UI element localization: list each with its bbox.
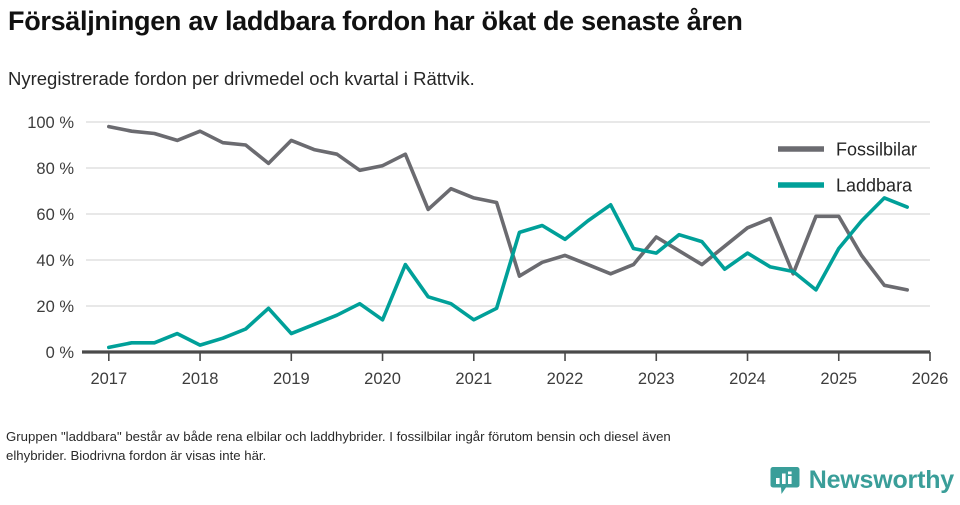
page-title: Försäljningen av laddbara fordon har öka…: [8, 6, 743, 36]
x-tick-label: 2019: [273, 370, 310, 388]
x-axis: [82, 350, 931, 361]
x-tick-label: 2020: [364, 370, 401, 388]
y-tick-label: 100 %: [27, 114, 74, 132]
x-tick-label: 2026: [912, 370, 949, 388]
series-line-laddbara: [107, 196, 909, 350]
chart-footnote: Gruppen "laddbara" består av både rena e…: [6, 427, 926, 465]
page-subtitle: Nyregistrerade fordon per drivmedel och …: [8, 68, 475, 89]
y-tick-label: 40 %: [36, 252, 74, 270]
x-tick-label: 2017: [90, 370, 127, 388]
legend-label-fossilbilar: Fossilbilar: [836, 140, 917, 160]
y-axis-tick-labels: 0 % 20 % 40 % 60 % 80 % 100 %: [27, 114, 74, 362]
legend-label-laddbara: Laddbara: [836, 176, 913, 196]
y-tick-label: 20 %: [36, 298, 74, 316]
chart-legend: Fossilbilar Laddbara: [778, 140, 917, 196]
series-lines: [107, 124, 909, 350]
line-chart: 0 % 20 % 40 % 60 % 80 % 100 % 2017 2018 2019 202…: [0, 108, 960, 408]
logo-text: Newsworthy: [808, 465, 954, 494]
x-tick-label: 2025: [820, 370, 857, 388]
chart-svg: 0 % 20 % 40 % 60 % 80 % 100 % 2017 2018 2019 202…: [27, 114, 948, 388]
y-tick-label: 0 %: [46, 344, 75, 362]
x-tick-label: 2023: [638, 370, 675, 388]
series-line-fossilbilar: [107, 124, 909, 292]
x-tick-label: 2022: [547, 370, 584, 388]
footnote-line-2: elhybrider. Biodrivna fordon är visas in…: [6, 448, 267, 463]
bar-chart-speech-bubble-icon: [770, 465, 800, 495]
x-tick-label: 2018: [182, 370, 219, 388]
x-tick-label: 2021: [455, 370, 492, 388]
x-axis-tick-labels: 2017 2018 2019 2020 2021 2022 2023 2024 2025 2026: [90, 370, 948, 388]
y-tick-label: 80 %: [36, 160, 74, 178]
y-tick-label: 60 %: [36, 206, 74, 224]
x-tick-label: 2024: [729, 370, 766, 388]
newsworthy-logo: Newsworthy: [770, 463, 954, 497]
footnote-line-1: Gruppen "laddbara" består av både rena e…: [6, 429, 671, 444]
